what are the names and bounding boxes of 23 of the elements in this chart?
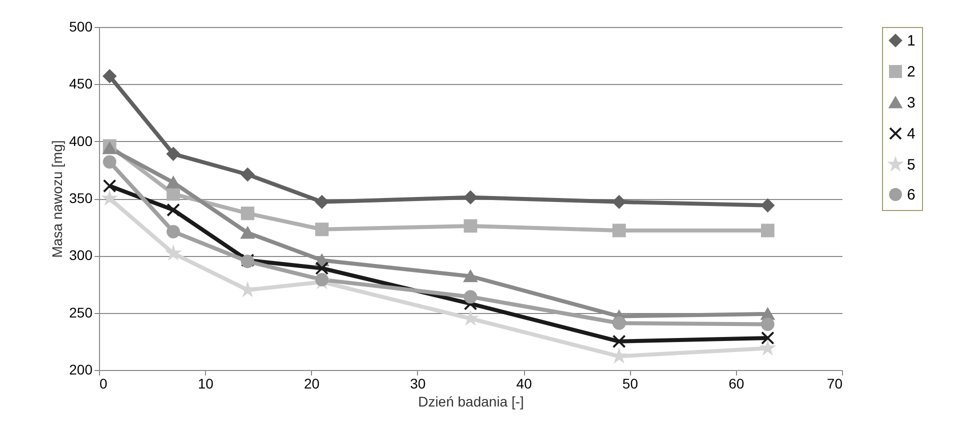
y-tick-label: 350 [69,190,93,206]
x-tick-label: 70 [826,376,843,392]
legend-label: 2 [907,64,916,80]
x-tick-label: 0 [100,376,108,392]
x-tick-label: 40 [516,376,532,392]
legend-label: 3 [907,94,916,112]
x-tick-label: 10 [198,376,214,392]
y-tick-label: 500 [69,18,93,34]
x-tick-label: 30 [410,376,426,392]
x-tick-label: 50 [622,376,638,392]
legend-label: 1 [907,32,916,50]
y-tick-label: 300 [69,247,93,264]
legend-label: 6 [907,186,916,204]
legend-label: 4 [907,126,916,142]
y-tick-label: 200 [69,362,93,378]
x-tick-label: 20 [304,376,320,392]
x-axis-title: Dzień badania [-] [418,394,524,410]
x-tick-label: 60 [728,376,744,392]
legend-label: 5 [907,156,916,174]
y-axis-title: Masa nawozu [mg] [49,140,66,258]
y-tick-label: 450 [69,76,93,92]
y-tick-label: 400 [69,132,93,149]
y-tick-label: 250 [69,304,93,320]
